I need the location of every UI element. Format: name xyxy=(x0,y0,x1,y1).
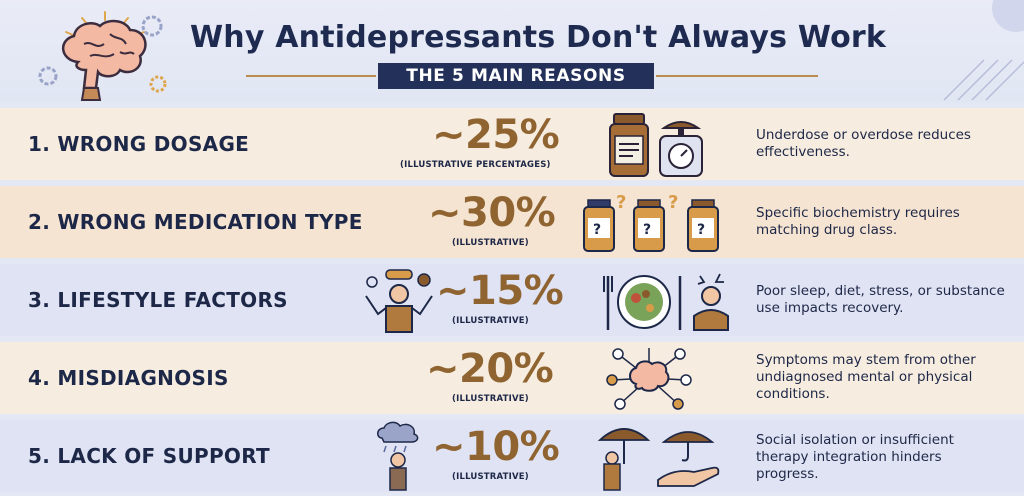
header: Why Antidepressants Don't Always Work TH… xyxy=(0,0,1024,102)
svg-text:?: ? xyxy=(668,192,678,213)
svg-text:?: ? xyxy=(643,222,651,238)
reason-label: 3. LIFESTYLE FACTORS xyxy=(28,288,288,312)
pill-bottle-icon xyxy=(609,113,649,177)
reason-row-support: 5. LACK OF SUPPORT ~10% (ILLUSTRATIVE) S… xyxy=(0,420,1024,492)
title-rule-left xyxy=(246,75,376,77)
reason-label: 4. MISDIAGNOSIS xyxy=(28,366,229,390)
reason-row-medication-type: 2. WRONG MEDICATION TYPE ~30% (ILLUSTRAT… xyxy=(0,186,1024,258)
question-bottles-icon: ? ? ? ? ? xyxy=(583,192,719,252)
reason-description: Symptoms may stem from other undiagnosed… xyxy=(756,352,976,402)
reason-note: (ILLUSTRATIVE PERCENTAGES) xyxy=(400,160,551,170)
title-rule-right xyxy=(656,75,818,77)
svg-text:?: ? xyxy=(697,222,705,238)
reason-label: 5. LACK OF SUPPORT xyxy=(28,444,270,468)
brain-gears-icon xyxy=(38,11,167,101)
reason-note: (ILLUSTRATIVE) xyxy=(452,316,529,326)
food-plate-icon xyxy=(603,275,682,330)
tired-person-icon xyxy=(365,269,433,333)
reason-percent: ~15% xyxy=(436,268,564,314)
decorative-lines xyxy=(943,0,1024,101)
reason-percent: ~25% xyxy=(432,112,560,158)
reason-label: 2. WRONG MEDICATION TYPE xyxy=(28,210,363,234)
reason-note: (ILLUSTRATIVE) xyxy=(452,472,529,482)
reason-percent: ~10% xyxy=(432,424,560,470)
reason-percent: ~20% xyxy=(426,346,554,392)
svg-text:?: ? xyxy=(593,222,601,238)
reason-description: Underdose or overdose reduces effectiven… xyxy=(756,127,971,160)
subtitle-banner: THE 5 MAIN REASONS xyxy=(378,63,654,89)
brain-network-icon xyxy=(606,348,692,410)
reason-note: (ILLUSTRATIVE) xyxy=(452,394,529,404)
rain-cloud-person-icon xyxy=(377,421,419,491)
reason-row-misdiagnosis: 4. MISDIAGNOSIS ~20% (ILLUSTRATIVE) Symp… xyxy=(0,342,1024,414)
umbrella-support-icon xyxy=(597,428,720,491)
reason-description: Specific biochemistry requires matching … xyxy=(756,205,960,238)
page-title: Why Antidepressants Don't Always Work xyxy=(190,20,887,55)
reason-percent: ~30% xyxy=(428,190,556,236)
reason-label: 1. WRONG DOSAGE xyxy=(28,132,250,156)
scale-icon xyxy=(659,121,703,177)
stressed-person-icon xyxy=(693,273,729,331)
reason-note: (ILLUSTRATIVE) xyxy=(452,238,529,248)
svg-text:?: ? xyxy=(616,192,626,213)
reason-description: Social isolation or insufficient therapy… xyxy=(756,432,954,482)
reason-row-lifestyle: 3. LIFESTYLE FACTORS ~15% (ILLUSTRATIVE)… xyxy=(0,264,1024,336)
reason-description: Poor sleep, diet, stress, or substance u… xyxy=(756,283,1005,316)
reason-row-dosage: 1. WRONG DOSAGE ~25% (ILLUSTRATIVE PERCE… xyxy=(0,108,1024,180)
